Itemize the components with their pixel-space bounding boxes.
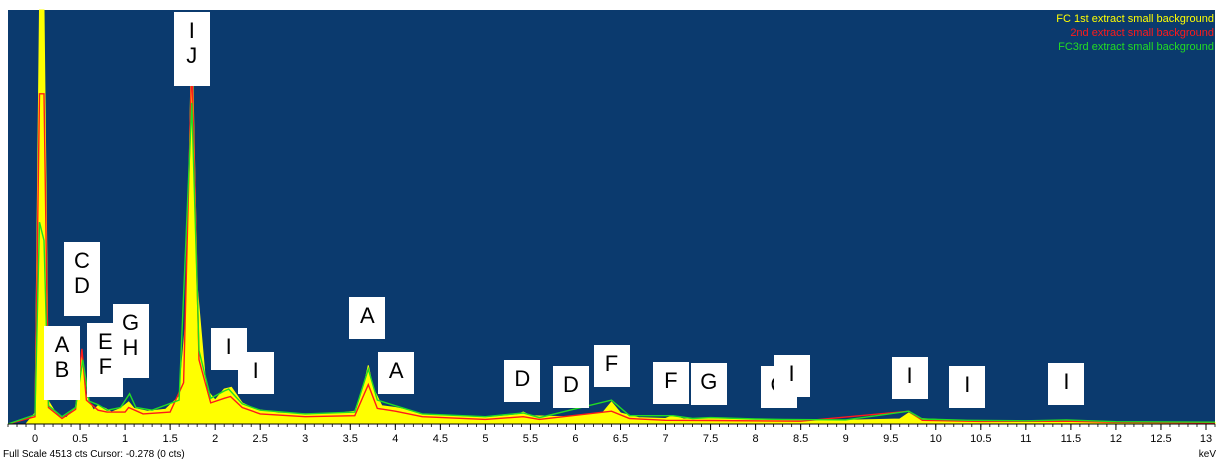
- x-tick-label: 3.5: [343, 433, 358, 445]
- peak-label-text: A: [388, 358, 404, 383]
- series-line-2: [7, 61, 1216, 425]
- x-tick-label: 7: [662, 433, 668, 445]
- peak-label-text: G: [700, 369, 718, 394]
- peak-label-a2: A: [378, 352, 415, 394]
- x-tick-label: 5.5: [523, 433, 538, 445]
- x-tick-label: 7.5: [703, 433, 718, 445]
- x-tick-label: 1.5: [162, 433, 177, 445]
- peak-label-text: C: [73, 248, 90, 273]
- x-tick-label: 12.5: [1150, 433, 1171, 445]
- x-tick-label: 6.5: [613, 433, 628, 445]
- peak-label-text: D: [514, 366, 531, 391]
- status-bar: Full Scale 4513 cts Cursor: -0.278 (0 ct…: [3, 449, 185, 460]
- peak-label-text: I: [225, 334, 232, 359]
- peak-label-f1: F: [593, 345, 630, 387]
- peak-label-text: A: [360, 303, 375, 328]
- x-tick-label: 11: [1020, 433, 1031, 445]
- x-tick-label: 12: [1110, 433, 1122, 445]
- peak-label-text: J: [186, 43, 198, 68]
- x-tick-label: 8: [753, 433, 759, 445]
- peak-label-i5: I: [949, 366, 986, 408]
- x-tick-label: 0.5: [72, 433, 87, 445]
- peak-label-text: D: [73, 273, 90, 298]
- peak-label-i1: I: [210, 328, 247, 370]
- x-tick-label: 8.5: [793, 433, 808, 445]
- peak-label-text: F: [98, 354, 113, 379]
- peak-label-text: B: [54, 357, 70, 382]
- x-tick-label: 9.5: [883, 433, 898, 445]
- x-tick-label: 0: [32, 433, 38, 445]
- x-tick-label: 4: [392, 433, 398, 445]
- full-scale-text: Full Scale 4513 cts: [3, 449, 88, 460]
- x-tick-label: 5: [482, 433, 488, 445]
- cursor-text: Cursor: -0.278 (0 cts): [90, 449, 185, 460]
- x-tick-label: 9: [843, 433, 849, 445]
- x-tick-label: 6: [572, 433, 578, 445]
- peak-label-text: I: [906, 363, 913, 388]
- peak-label-text: I: [1063, 369, 1070, 394]
- peak-label-text: D: [563, 372, 579, 397]
- peak-label-text: A: [54, 332, 70, 357]
- peak-label-text: H: [122, 335, 139, 360]
- peak-label-f2: F: [652, 362, 689, 404]
- x-tick-label: 11.5: [1061, 433, 1082, 445]
- x-tick-label: 1: [122, 433, 128, 445]
- peak-label-text: I: [188, 18, 195, 43]
- peak-label-d1: D: [504, 360, 541, 402]
- peak-label-i4: I: [891, 357, 928, 399]
- x-axis-band: [8, 424, 1215, 446]
- peak-label-i3: I: [773, 355, 810, 397]
- x-tick-label: 2: [212, 433, 218, 445]
- peak-label-g1: G: [690, 363, 727, 405]
- legend-entry-1: FC 1st extract small background: [1056, 13, 1214, 25]
- peak-label-text: F: [604, 351, 619, 376]
- peak-label-d2: D: [553, 366, 589, 408]
- peak-label-text: I: [964, 372, 971, 397]
- peak-label-text: F: [664, 368, 678, 393]
- peak-label-i2: I: [237, 352, 274, 394]
- legend: FC 1st extract small background 2nd extr…: [1056, 12, 1214, 54]
- axis-unit-label: keV: [1198, 449, 1216, 460]
- peak-label-text: E: [97, 329, 113, 354]
- x-tick-label: 4.5: [433, 433, 448, 445]
- x-tick-label: 10: [930, 433, 942, 445]
- peak-label-text: G: [121, 310, 140, 335]
- series-line-3: [7, 102, 1216, 425]
- x-tick-label: 10.5: [970, 433, 991, 445]
- legend-entry-3: FC3rd extract small background: [1058, 41, 1214, 53]
- peak-label-a1: A: [349, 297, 386, 339]
- peak-label-i6: I: [1048, 363, 1085, 405]
- x-tick-label: 13: [1200, 433, 1212, 445]
- peak-label-text: I: [252, 358, 259, 383]
- legend-entry-2: 2nd extract small background: [1070, 27, 1214, 39]
- x-tick-label: 2.5: [253, 433, 268, 445]
- peak-label-text: I: [788, 361, 795, 386]
- x-tick-label: 3: [302, 433, 308, 445]
